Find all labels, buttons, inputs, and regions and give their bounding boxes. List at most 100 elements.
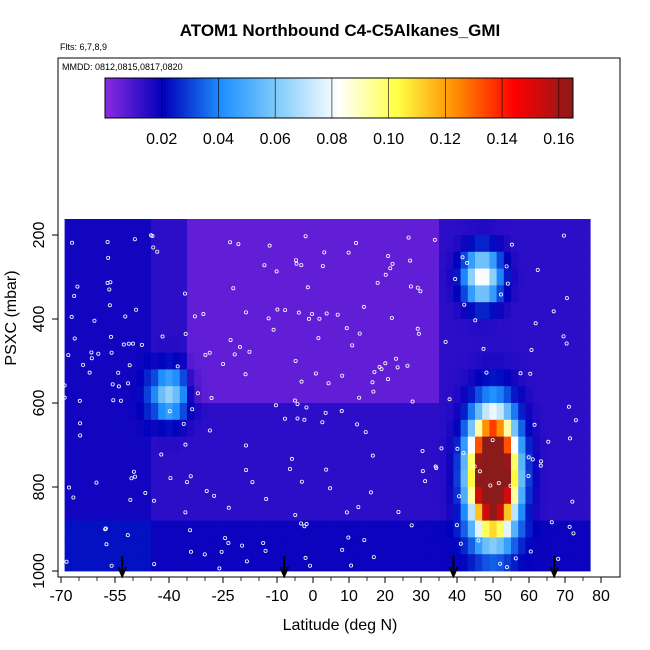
sample-point: [293, 358, 298, 363]
x-tick-label: 30: [412, 588, 430, 605]
heatmap-cell: [417, 436, 425, 454]
heatmap-cell: [223, 554, 231, 572]
heatmap-cell: [547, 335, 555, 353]
heatmap-cell: [381, 251, 389, 269]
heatmap-cell: [561, 369, 569, 387]
heatmap-cell: [251, 487, 260, 505]
heatmap-cell: [237, 453, 245, 471]
heatmap-cell: [338, 537, 346, 555]
heatmap-cell: [71, 503, 80, 521]
heatmap-cell: [532, 302, 541, 320]
sample-point: [370, 453, 375, 458]
heatmap-cell: [381, 503, 389, 521]
sample-point: [551, 309, 556, 314]
heatmap-cell: [489, 386, 497, 404]
heatmap-cell: [100, 219, 109, 236]
heatmap-cell: [201, 268, 209, 286]
heatmap-cell: [208, 419, 217, 437]
heatmap-cell: [230, 219, 238, 236]
heatmap-cell: [388, 403, 397, 421]
sample-point: [66, 353, 71, 358]
heatmap-cell: [237, 319, 245, 337]
heatmap-cell: [503, 285, 512, 303]
sample-point: [488, 483, 493, 488]
heatmap-cell: [359, 453, 368, 471]
heatmap-cell: [525, 436, 533, 454]
heatmap-cell: [273, 285, 281, 303]
heatmap-cell: [302, 369, 310, 387]
heatmap-cell: [280, 219, 289, 236]
heatmap-cell: [237, 419, 245, 437]
heatmap-cell: [107, 503, 116, 521]
heatmap-cell: [287, 352, 296, 370]
heatmap-cell: [453, 386, 461, 404]
heatmap-cell: [64, 352, 73, 370]
heatmap-cell: [395, 470, 404, 488]
heatmap-cell: [316, 285, 325, 303]
heatmap-cell: [251, 453, 260, 471]
heatmap-cell: [244, 369, 253, 387]
heatmap-cell: [64, 251, 73, 269]
sample-point: [105, 281, 110, 286]
heatmap-cell: [554, 453, 562, 471]
heatmap-cell: [107, 369, 116, 387]
heatmap-cell: [79, 302, 87, 320]
heatmap-cell: [201, 251, 209, 269]
heatmap-cell: [93, 369, 101, 387]
heatmap-cell: [201, 319, 209, 337]
heatmap-cell: [403, 419, 411, 437]
heatmap-cell: [230, 285, 238, 303]
heatmap-cell: [215, 302, 224, 320]
heatmap-cell: [467, 520, 476, 538]
heatmap-cell: [388, 285, 397, 303]
heatmap-cell: [93, 487, 101, 505]
heatmap-cell: [129, 436, 137, 454]
heatmap-cell: [194, 335, 202, 353]
sample-point: [416, 331, 421, 336]
sample-point: [383, 361, 388, 366]
sample-point: [371, 389, 376, 394]
heatmap-cell: [489, 369, 497, 387]
heatmap-cell: [345, 369, 353, 387]
heatmap-cell: [230, 319, 238, 337]
heatmap-cell: [338, 419, 346, 437]
heatmap-cell: [309, 503, 317, 521]
heatmap-cell: [338, 352, 346, 370]
heatmap-cell: [129, 520, 137, 538]
heatmap-cell: [86, 285, 94, 303]
heatmap-cell: [287, 537, 296, 555]
heatmap-cell: [71, 537, 80, 555]
heatmap-cell: [194, 453, 202, 471]
heatmap-cell: [251, 403, 260, 421]
heatmap-cell: [172, 403, 181, 421]
heatmap-cell: [539, 319, 548, 337]
heatmap-cell: [439, 520, 447, 538]
heatmap-cell: [554, 503, 562, 521]
sample-point: [181, 421, 186, 426]
heatmap-cell: [403, 219, 411, 236]
sample-point: [107, 303, 112, 308]
heatmap-cell: [439, 302, 447, 320]
sample-point: [462, 302, 467, 307]
heatmap-cell: [503, 453, 512, 471]
heatmap-cell: [482, 503, 490, 521]
heatmap-cell: [187, 554, 195, 572]
heatmap-cell: [374, 386, 382, 404]
heatmap-cell: [547, 268, 555, 286]
sample-point: [64, 559, 69, 564]
sample-point: [573, 418, 578, 423]
heatmap-cell: [316, 520, 325, 538]
heatmap-cell: [583, 219, 591, 236]
heatmap-cell: [525, 235, 533, 253]
heatmap-cell: [244, 319, 253, 337]
heatmap-cell: [331, 302, 339, 320]
sample-point: [232, 352, 237, 357]
heatmap-cell: [208, 453, 217, 471]
sample-point: [423, 479, 428, 484]
heatmap-cell: [208, 537, 217, 555]
heatmap-cell: [338, 386, 346, 404]
heatmap-cell: [122, 285, 130, 303]
sample-point: [535, 268, 540, 273]
heatmap-cell: [395, 487, 404, 505]
heatmap-cell: [266, 537, 274, 555]
